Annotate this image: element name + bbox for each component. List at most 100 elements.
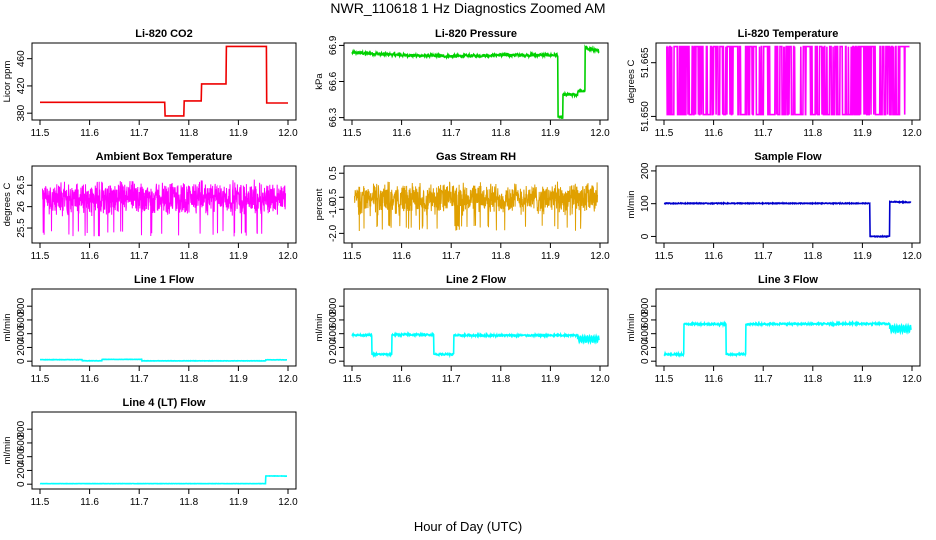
y-axis-label: ml/min bbox=[2, 314, 13, 342]
series-line bbox=[42, 179, 286, 237]
plot-frame bbox=[343, 165, 609, 244]
series-line bbox=[351, 330, 600, 359]
y-tick-label: 600 bbox=[16, 311, 27, 328]
x-tick-label: 12.0 bbox=[902, 128, 922, 139]
series-line bbox=[354, 181, 598, 232]
x-tick-label: 12.0 bbox=[278, 497, 298, 508]
panel-pressure: Li-820 Pressure 11.5 11.6 11.7 11.8 11.9 12.0 6… bbox=[314, 28, 610, 139]
y-tick-label: 66.3 bbox=[328, 107, 339, 127]
x-tick-label: 11.9 bbox=[541, 251, 560, 262]
y-tick-label: 200 bbox=[16, 462, 27, 479]
y-tick-label: 600 bbox=[640, 311, 651, 328]
x-tick-label: 12.0 bbox=[590, 251, 610, 262]
y-tick-label: 400 bbox=[16, 325, 27, 342]
plot-frame bbox=[343, 288, 609, 367]
x-tick-label: 11.8 bbox=[179, 497, 198, 508]
y-tick-label: 0 bbox=[328, 358, 339, 364]
x-tick-label: 11.5 bbox=[31, 374, 50, 385]
x-tick-label: 12.0 bbox=[278, 374, 298, 385]
plot-frame bbox=[31, 411, 297, 490]
panel-title: Li-820 Pressure bbox=[435, 28, 517, 40]
series-line bbox=[663, 200, 912, 239]
plot-frame bbox=[31, 288, 297, 367]
panel-title: Line 4 (LT) Flow bbox=[123, 397, 206, 409]
x-tick-label: 11.6 bbox=[704, 251, 723, 262]
y-tick-label: 800 bbox=[16, 297, 27, 314]
plot-frame bbox=[655, 288, 921, 367]
x-tick-label: 11.7 bbox=[442, 374, 461, 385]
y-axis-label: percent bbox=[314, 188, 325, 220]
y-tick-label: 460 bbox=[16, 50, 27, 67]
y-tick-label: 51.665 bbox=[640, 47, 651, 78]
panel-line2: Line 2 Flow 11.5 11.6 11.7 11.8 11.9 12.0 0 2004… bbox=[314, 274, 610, 385]
y-tick-label: 26.5 bbox=[16, 175, 27, 195]
panel-title: Sample Flow bbox=[754, 151, 822, 163]
x-tick-label: 11.9 bbox=[229, 251, 248, 262]
y-tick-label: 0.5 bbox=[328, 166, 339, 180]
y-tick-label: 420 bbox=[16, 77, 27, 94]
y-axis-label: degrees C bbox=[626, 59, 637, 103]
panel-li_temp: Li-820 Temperature 11.5 11.6 11.7 11.8 11.9 12… bbox=[626, 28, 922, 139]
x-tick-label: 11.5 bbox=[31, 128, 50, 139]
panel-title: Li-820 Temperature bbox=[738, 28, 839, 40]
y-tick-label: 66.9 bbox=[328, 35, 339, 55]
series-line bbox=[40, 358, 287, 363]
y-tick-label: 51.650 bbox=[640, 101, 651, 132]
figure-title: NWR_110618 1 Hz Diagnostics Zoomed AM bbox=[330, 0, 605, 16]
y-tick-label: -2.0 bbox=[328, 224, 339, 242]
x-tick-label: 11.6 bbox=[392, 374, 411, 385]
panel-title: Ambient Box Temperature bbox=[96, 151, 233, 163]
panel-line1: Line 1 Flow 11.5 11.6 11.7 11.8 11.9 12.0 0 2004… bbox=[2, 274, 298, 385]
x-tick-label: 11.7 bbox=[442, 251, 461, 262]
panel-title: Gas Stream RH bbox=[436, 151, 516, 163]
panel-co2: Li-820 CO2 11.5 11.6 11.7 11.8 11.9 12.0 380 420… bbox=[2, 28, 298, 139]
x-tick-label: 11.5 bbox=[343, 128, 362, 139]
x-tick-label: 11.5 bbox=[655, 374, 674, 385]
x-tick-label: 11.6 bbox=[80, 374, 99, 385]
panel-line4: Line 4 (LT) Flow 11.5 11.6 11.7 11.8 11.9 12.0… bbox=[2, 397, 298, 508]
x-tick-label: 11.5 bbox=[655, 128, 674, 139]
y-tick-label: -1.0 bbox=[328, 200, 339, 218]
x-tick-label: 12.0 bbox=[278, 128, 298, 139]
panel-title: Line 1 Flow bbox=[134, 274, 194, 286]
y-tick-label: 0 bbox=[16, 358, 27, 364]
x-tick-label: 11.7 bbox=[754, 251, 773, 262]
y-axis-label: ml/min bbox=[314, 314, 325, 342]
plot-frame bbox=[31, 42, 297, 121]
x-tick-label: 11.5 bbox=[31, 497, 50, 508]
x-tick-label: 12.0 bbox=[902, 251, 922, 262]
y-tick-label: 400 bbox=[328, 325, 339, 342]
series-line bbox=[663, 320, 912, 358]
x-tick-label: 12.0 bbox=[590, 128, 610, 139]
y-tick-label: 200 bbox=[640, 339, 651, 356]
x-tick-label: 11.6 bbox=[80, 497, 99, 508]
y-axis-label: ml/min bbox=[2, 437, 13, 465]
x-tick-label: 11.6 bbox=[80, 128, 99, 139]
y-axis-label: degrees C bbox=[2, 182, 13, 226]
x-tick-label: 11.5 bbox=[343, 251, 362, 262]
y-tick-label: 400 bbox=[16, 448, 27, 465]
y-tick-label: 0 bbox=[640, 358, 651, 364]
y-tick-label: -0.5 bbox=[328, 188, 339, 206]
y-axis-label: Licor ppm bbox=[2, 61, 13, 103]
x-tick-label: 11.9 bbox=[229, 497, 248, 508]
plot-frame bbox=[655, 42, 921, 121]
x-tick-label: 11.5 bbox=[655, 251, 674, 262]
x-tick-label: 11.7 bbox=[130, 497, 149, 508]
x-tick-label: 11.6 bbox=[392, 128, 411, 139]
series-line bbox=[351, 44, 600, 119]
y-tick-label: 25.5 bbox=[16, 218, 27, 238]
x-tick-label: 11.8 bbox=[803, 128, 822, 139]
x-tick-label: 11.7 bbox=[130, 251, 149, 262]
x-tick-label: 11.7 bbox=[130, 128, 149, 139]
x-tick-label: 11.8 bbox=[803, 251, 822, 262]
x-tick-label: 12.0 bbox=[902, 374, 922, 385]
x-tick-label: 11.8 bbox=[179, 128, 198, 139]
panel-line3: Line 3 Flow 11.5 11.6 11.7 11.8 11.9 12.0 0 2004… bbox=[626, 274, 922, 385]
x-tick-label: 11.9 bbox=[853, 251, 872, 262]
y-tick-label: 66.6 bbox=[328, 71, 339, 91]
plot-frame bbox=[655, 165, 921, 244]
y-axis-label: ml/min bbox=[626, 191, 637, 219]
x-tick-label: 11.7 bbox=[130, 374, 149, 385]
